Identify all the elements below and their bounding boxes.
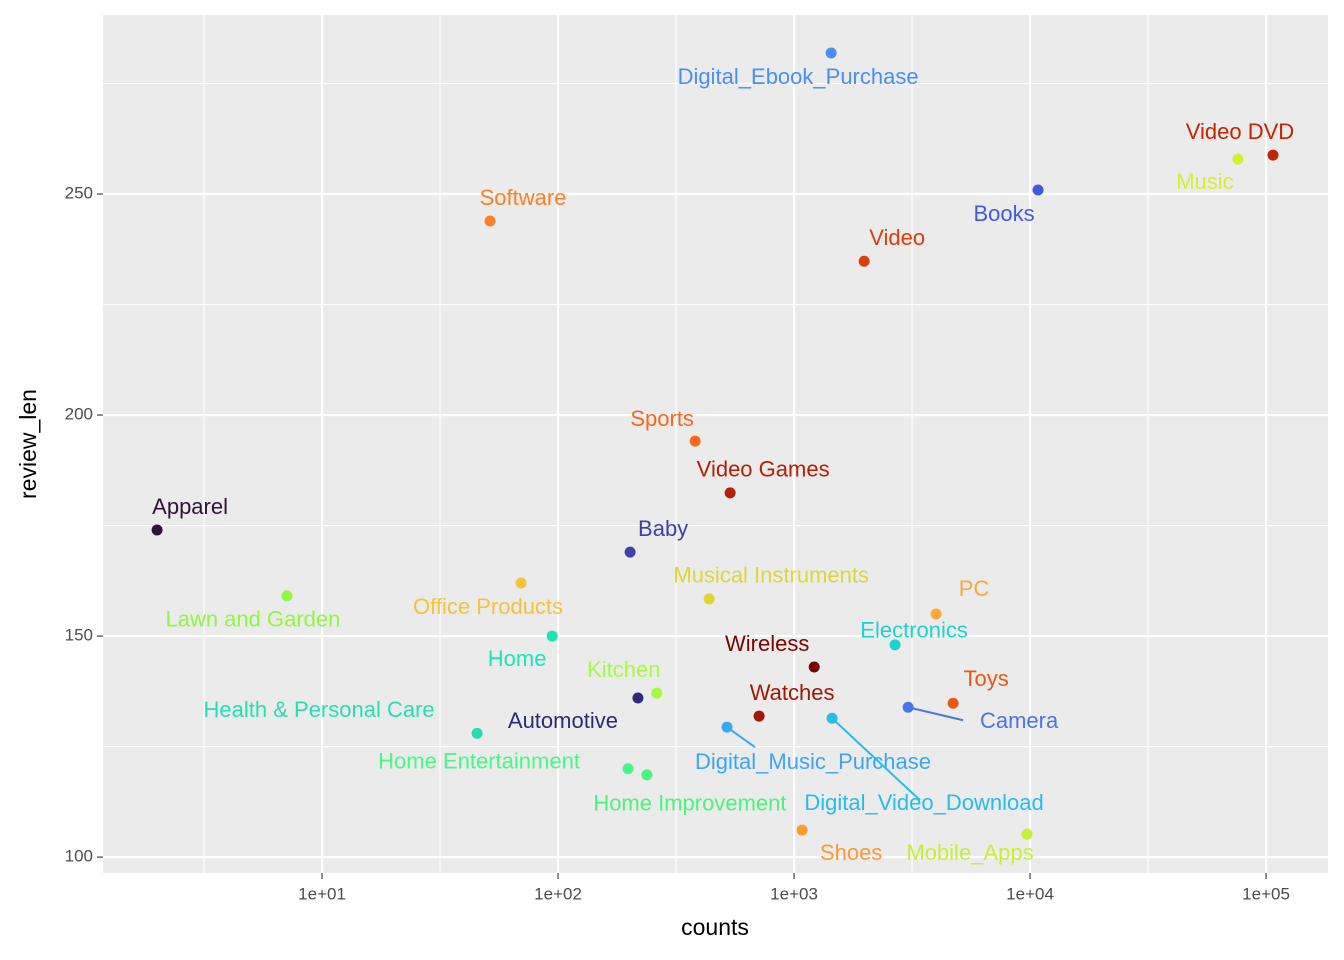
point-label: Digital_Ebook_Purchase	[678, 64, 919, 89]
point	[622, 763, 634, 775]
point	[1267, 149, 1279, 161]
point-label: Sports	[630, 406, 694, 431]
point-label: Health & Personal Care	[204, 697, 435, 722]
point	[651, 687, 663, 699]
point-label: Software	[480, 185, 567, 210]
point-label: Video Games	[697, 457, 830, 482]
y-axis-title: review_len	[15, 389, 41, 499]
y-tick-label: 100	[65, 847, 93, 866]
point-label: Watches	[750, 680, 835, 705]
point	[889, 639, 901, 651]
x-tick-label: 1e+02	[534, 884, 582, 903]
point	[484, 215, 496, 227]
x-tick-label: 1e+01	[298, 884, 346, 903]
point-label: Camera	[980, 708, 1059, 733]
leader-line	[831, 717, 921, 802]
point	[858, 255, 870, 267]
x-axis-title: counts	[681, 914, 749, 940]
point-label: Kitchen	[587, 657, 660, 682]
y-tick-label: 200	[65, 405, 93, 424]
y-tick-label: 150	[65, 626, 93, 645]
point-label: Lawn and Garden	[165, 607, 340, 632]
point	[1232, 153, 1244, 165]
point-label: Home Entertainment	[378, 748, 580, 773]
point	[753, 710, 765, 722]
point	[624, 546, 636, 558]
x-tick-label: 1e+03	[770, 884, 818, 903]
point-label: Office Products	[413, 594, 563, 619]
point-label: Electronics	[860, 618, 968, 643]
point	[641, 769, 653, 781]
point	[632, 692, 644, 704]
point	[689, 435, 701, 447]
point-label: Automotive	[508, 708, 618, 733]
point-label: Video DVD	[1186, 119, 1294, 144]
point-label: Home	[488, 646, 547, 671]
point	[1021, 828, 1033, 840]
panel	[103, 15, 1328, 873]
point	[546, 630, 558, 642]
point	[281, 590, 293, 602]
point	[796, 824, 808, 836]
point-label: Musical Instruments	[673, 563, 869, 588]
point-label: Shoes	[820, 840, 882, 865]
point	[825, 47, 837, 59]
point-label: Video	[869, 225, 925, 250]
point-label: Baby	[638, 516, 688, 541]
point	[947, 697, 959, 709]
y-tick-label: 250	[65, 184, 93, 203]
point	[471, 727, 483, 739]
point	[808, 661, 820, 673]
point-label: Books	[973, 201, 1034, 226]
point	[703, 593, 715, 605]
point-label: Home Improvement	[593, 791, 786, 816]
point	[826, 712, 838, 724]
x-tick-label: 1e+04	[1006, 884, 1054, 903]
point-label: Apparel	[152, 494, 228, 519]
point	[721, 721, 733, 733]
point-label: Digital_Music_Purchase	[695, 749, 931, 774]
point-label: Music	[1176, 169, 1233, 194]
leader-line	[907, 706, 964, 722]
point	[515, 577, 527, 589]
point-label: Wireless	[725, 631, 809, 656]
point	[724, 487, 736, 499]
point	[930, 608, 942, 620]
point	[1032, 184, 1044, 196]
point	[151, 524, 163, 536]
point-label: Mobile_Apps	[906, 840, 1033, 865]
point-label: Toys	[964, 666, 1009, 691]
x-tick-label: 1e+05	[1242, 884, 1290, 903]
point	[902, 701, 914, 713]
leader-line	[726, 726, 756, 748]
point-label: PC	[959, 576, 990, 601]
point-label: Digital_Video_Download	[804, 790, 1043, 815]
